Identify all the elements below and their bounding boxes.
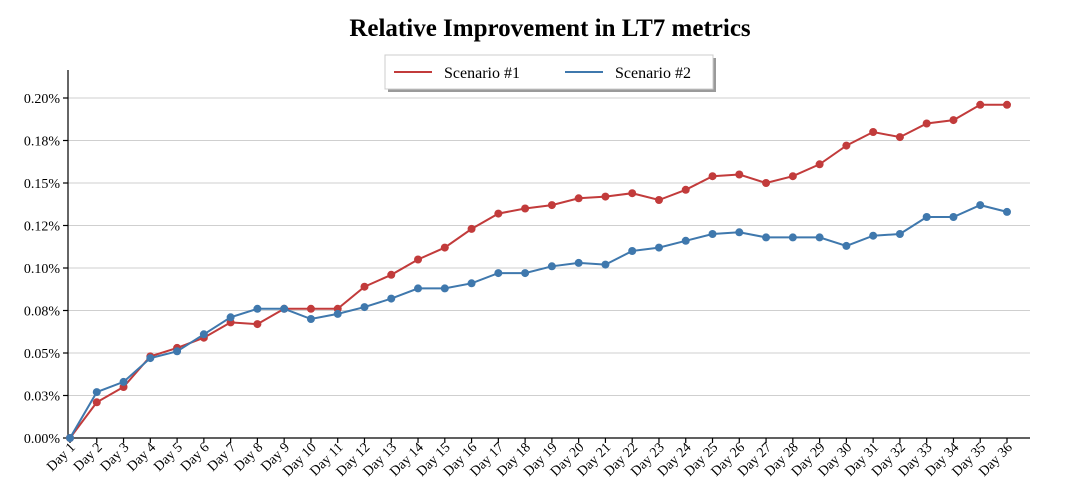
series-lines [66,100,1011,442]
data-point [1003,207,1011,216]
data-point [654,196,663,204]
data-point [976,201,985,210]
data-point [869,231,878,240]
data-point [440,284,449,293]
data-point [333,309,342,318]
x-tick-label: Day 4 [125,440,160,475]
data-point [146,354,155,363]
data-point [815,233,824,242]
data-point [842,141,851,150]
data-point [788,233,797,242]
legend: Scenario #1 Scenario #2 [384,54,716,92]
data-point [815,160,824,169]
data-point [949,116,958,125]
data-point [788,172,797,181]
data-point [92,388,101,397]
data-point [895,133,904,142]
data-point [467,224,476,233]
data-point [253,304,262,313]
data-point [574,258,583,267]
y-tick-label: 0.10% [24,262,61,277]
data-point [735,228,744,237]
data-point [735,170,744,179]
data-point [360,282,369,291]
data-point [1003,100,1011,109]
data-point [922,119,931,128]
data-point [842,241,851,250]
data-point [521,269,530,278]
data-point [467,279,476,288]
y-tick-label: 0.03% [24,390,61,405]
data-point [66,434,74,442]
y-tick-label: 0.00% [24,432,61,447]
data-point [360,303,369,312]
data-point [547,201,556,210]
series-2 [66,201,1011,442]
data-point [574,194,583,203]
data-point [681,185,690,194]
data-point [547,262,556,271]
data-point [173,347,182,356]
data-point [494,269,503,278]
legend-label-scenario-2: Scenario #2 [615,65,691,82]
y-tick-label: 0.20% [24,92,61,107]
data-point [762,179,771,187]
data-point [92,398,101,407]
y-tick-label: 0.08% [24,305,61,320]
y-tick-label: 0.15% [24,177,61,192]
x-tick-label: Day 2 [71,440,106,475]
data-point [708,230,717,238]
series-1 [66,100,1011,442]
data-point [976,100,985,109]
data-point [601,192,610,201]
x-tick-label: Day 7 [205,440,240,475]
data-point [628,247,637,255]
data-point [253,320,262,329]
data-point [681,236,690,245]
data-point [628,189,637,198]
data-point [922,213,931,221]
series-line-2 [69,204,1008,439]
data-point [762,233,771,242]
y-tick-label: 0.05% [24,347,61,362]
data-point [119,377,128,386]
data-point [414,255,423,264]
legend-box [384,54,714,90]
data-point [387,270,396,279]
data-point [654,243,663,252]
x-tick-label: Day 3 [98,440,133,475]
x-tick-label: Day 8 [232,440,267,475]
data-point [306,315,315,323]
x-tick-label: Day 6 [178,440,213,475]
x-tick-label: Day 5 [151,440,186,475]
y-axis: 0.00% 0.03% 0.05% 0.08% 0.10% 0.12% 0.15% 0.18%… [24,70,69,447]
data-point [226,313,235,322]
data-point [306,304,315,313]
data-point [521,204,530,213]
data-point [387,294,396,303]
series-line-1 [69,103,1007,439]
y-tick-label: 0.18% [24,135,61,150]
legend-label-scenario-1: Scenario #1 [444,65,520,82]
chart-title: Relative Improvement in LT7 metrics [349,15,751,42]
data-point [949,213,958,221]
data-point [280,304,289,313]
data-point [601,260,610,269]
data-point [414,284,423,293]
gridlines [68,97,1030,396]
data-point [494,209,503,218]
y-tick-label: 0.12% [24,220,61,235]
data-point [708,172,717,181]
data-point [895,230,904,238]
data-point [440,243,449,252]
data-point [199,330,208,339]
data-point [869,128,878,136]
